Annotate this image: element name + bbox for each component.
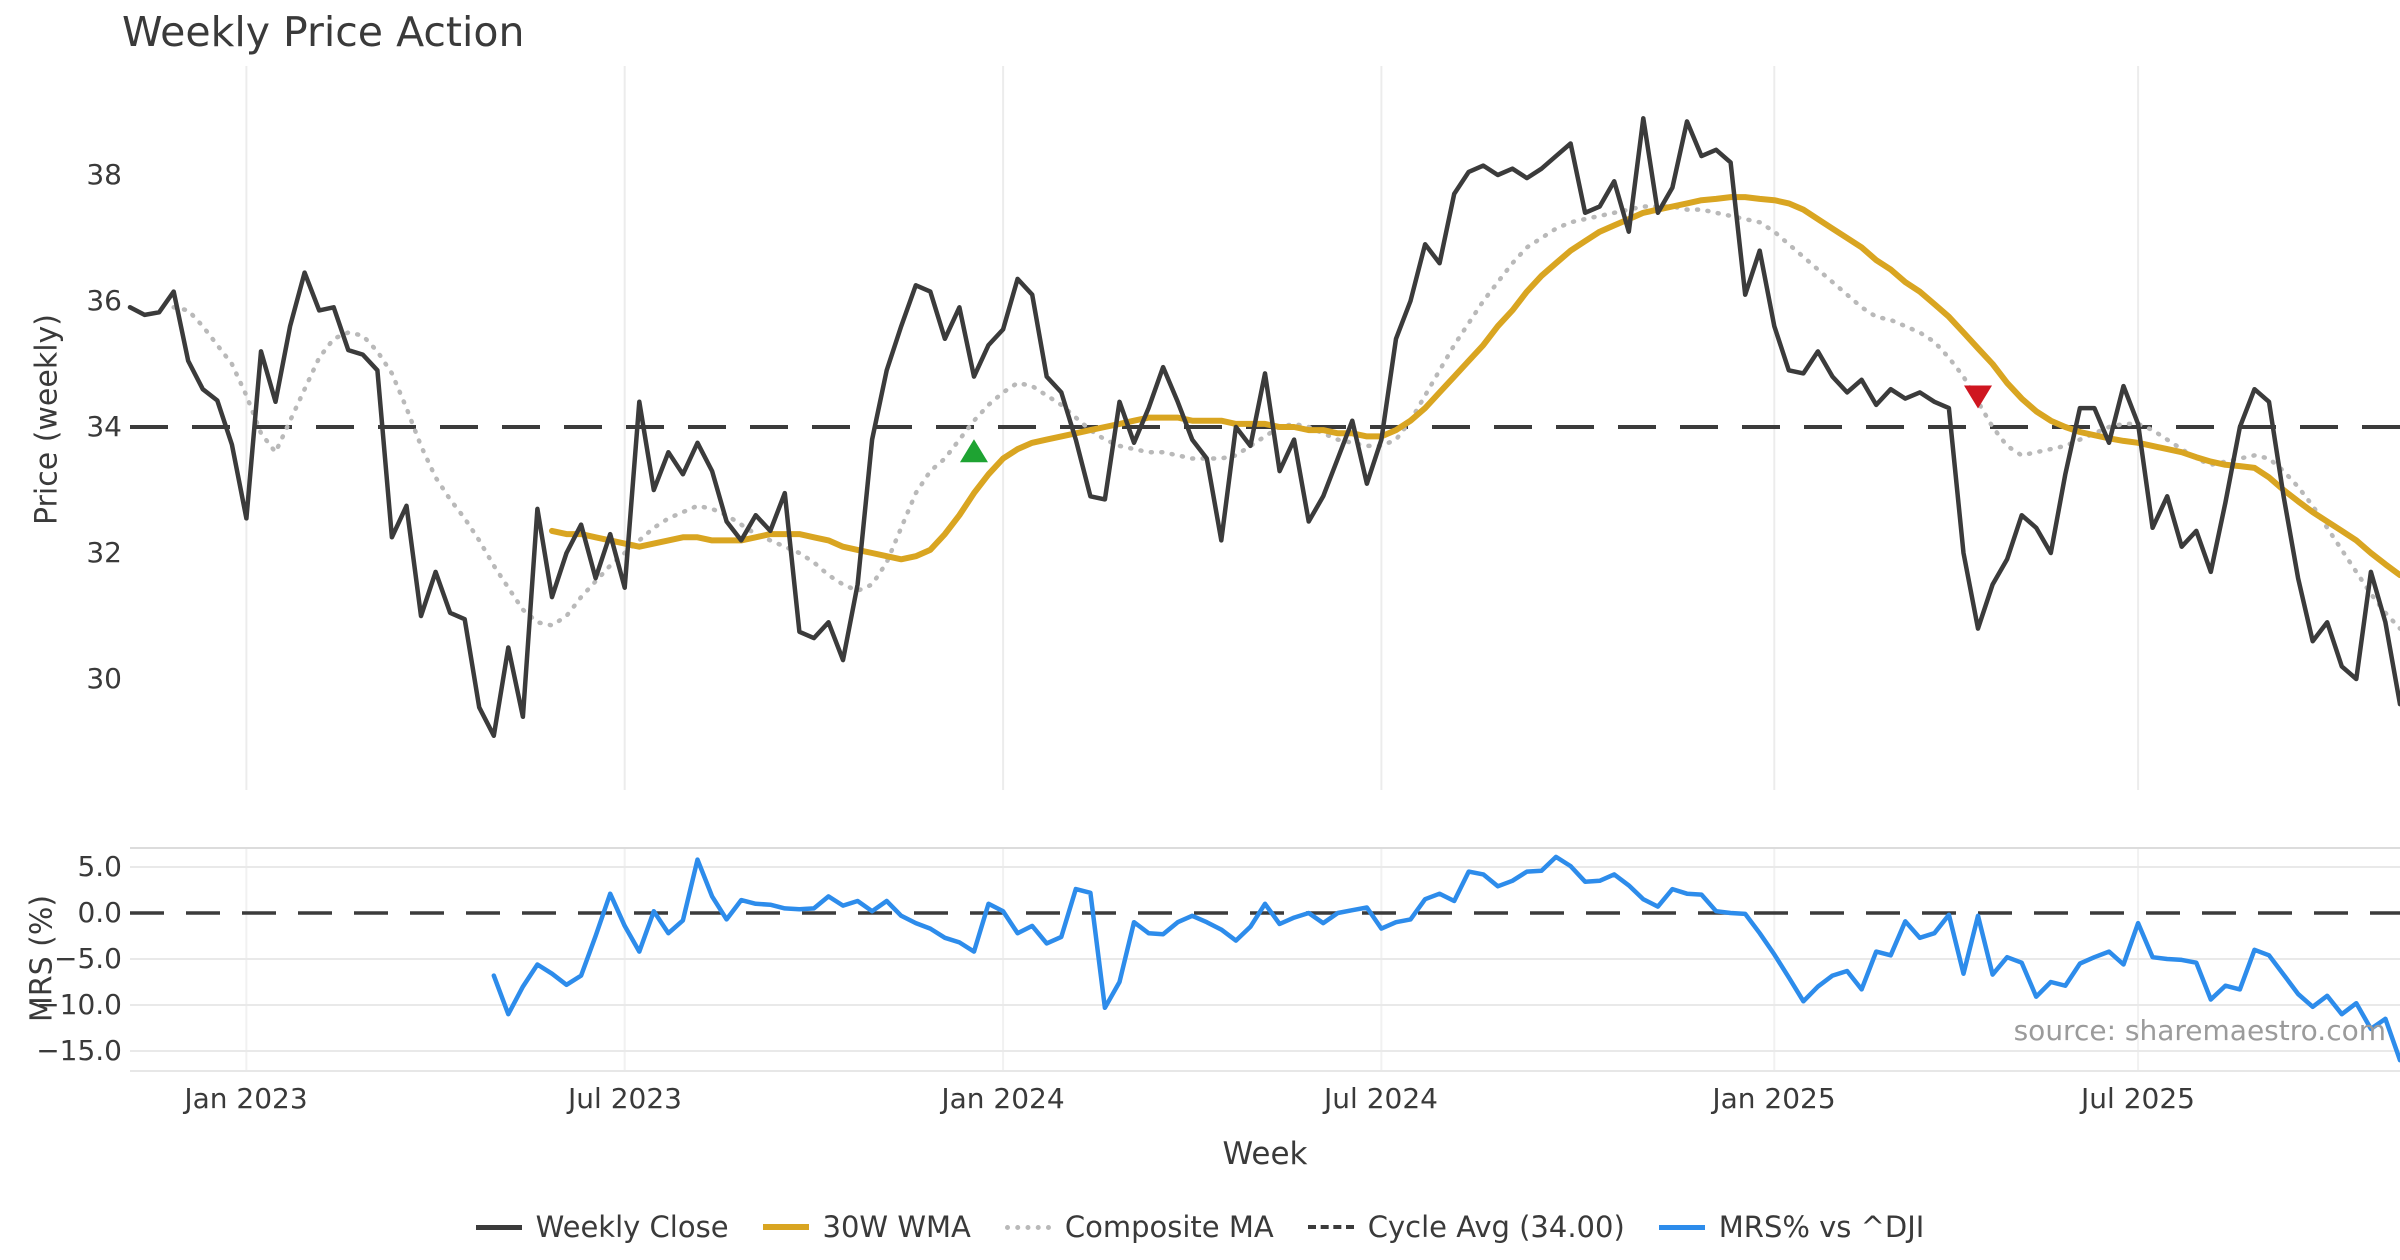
legend-label: MRS% vs ^DJI — [1718, 1210, 1925, 1244]
legend-label: Cycle Avg (34.00) — [1367, 1210, 1625, 1244]
page-title: Weekly Price Action — [122, 8, 525, 56]
mrs-tick-label: −15.0 — [36, 1034, 122, 1067]
x-axis-label: Week — [1222, 1136, 1308, 1172]
legend: Weekly Close 30W WMA Composite MA Cycle … — [0, 1210, 2400, 1244]
legend-item-wma: 30W WMA — [762, 1210, 971, 1244]
legend-item-weekly-close: Weekly Close — [475, 1210, 729, 1244]
x-tick-label: Jan 2023 — [184, 1082, 308, 1115]
wma-swatch-icon — [762, 1224, 809, 1230]
cycle-avg-swatch-icon — [1307, 1225, 1354, 1229]
mrs-tick-label: 0.0 — [77, 896, 122, 929]
mrs-tick-label: 5.0 — [77, 850, 122, 883]
legend-item-mrs: MRS% vs ^DJI — [1658, 1210, 1925, 1244]
mrs-tick-label: −5.0 — [54, 942, 122, 975]
legend-item-cycle-avg: Cycle Avg (34.00) — [1307, 1210, 1625, 1244]
price-tick-label: 32 — [86, 536, 122, 569]
mrs-swatch-icon — [1658, 1224, 1705, 1230]
weekly-close-swatch-icon — [475, 1224, 522, 1230]
legend-item-composite: Composite MA — [1004, 1210, 1274, 1244]
legend-label: Weekly Close — [535, 1210, 729, 1244]
mrs-tick-label: −10.0 — [36, 988, 122, 1021]
x-tick-label: Jan 2024 — [941, 1082, 1065, 1115]
weekly-close-line — [127, 116, 2400, 738]
legend-label: 30W WMA — [822, 1210, 971, 1244]
composite-swatch-icon — [1004, 1224, 1051, 1230]
price-tick-label: 38 — [86, 158, 122, 191]
x-tick-label: Jan 2025 — [1712, 1082, 1836, 1115]
buy-signal-marker — [959, 439, 988, 463]
price-tick-label: 36 — [86, 284, 122, 317]
price-tick-label: 34 — [86, 410, 122, 443]
source-note: source: sharemaestro.com — [2013, 1014, 2386, 1047]
sell-signal-marker — [1964, 385, 1993, 409]
composite-ma-line — [171, 204, 2400, 631]
x-tick-label: Jul 2024 — [1324, 1082, 1438, 1115]
legend-label: Composite MA — [1064, 1210, 1274, 1244]
x-tick-label: Jul 2025 — [2081, 1082, 2195, 1115]
price-tick-label: 30 — [86, 662, 122, 695]
x-tick-label: Jul 2023 — [568, 1082, 682, 1115]
mrs-line — [491, 854, 2400, 1063]
